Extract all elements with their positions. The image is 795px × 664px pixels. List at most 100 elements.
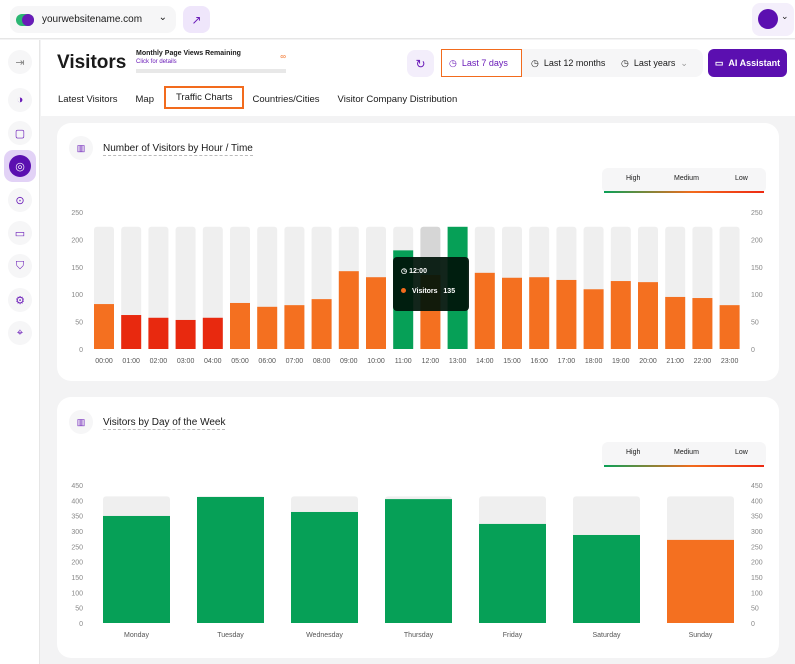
x-tick-label: 12:00 — [422, 358, 440, 365]
y-tick-label: 50 — [751, 606, 759, 613]
x-tick-label: Saturday — [592, 632, 621, 639]
shop-icon[interactable]: ▢ — [8, 121, 32, 145]
ai-assistant-button[interactable]: ▭ AI Assistant — [708, 49, 787, 77]
tab-traffic-charts[interactable]: Traffic Charts — [163, 86, 245, 109]
y-tick-label: 150 — [751, 575, 763, 582]
legend-gradient — [604, 191, 764, 193]
tab-latest-visitors[interactable]: Latest Visitors — [58, 94, 118, 105]
x-tick-label: 09:00 — [340, 358, 358, 365]
y-tick-label: 100 — [71, 292, 83, 299]
clock-icon: ◷ — [531, 57, 539, 68]
y-tick-label: 200 — [71, 560, 83, 567]
y-tick-label: 0 — [751, 621, 755, 628]
x-tick-label: Friday — [503, 632, 523, 639]
tab-countries-cities[interactable]: Countries/Cities — [252, 94, 320, 105]
y-tick-label: 450 — [751, 483, 763, 490]
x-tick-label: 08:00 — [313, 358, 331, 365]
clock-icon: ◷ — [449, 57, 457, 68]
x-tick-label: 16:00 — [530, 358, 548, 365]
quota-value: ∞ — [280, 52, 286, 61]
x-tick-label: 05:00 — [231, 358, 249, 365]
y-tick-label: 100 — [751, 292, 763, 299]
legend-low: Low — [735, 175, 748, 182]
legend-medium: Medium — [674, 449, 699, 456]
x-tick-label: 04:00 — [204, 358, 222, 365]
bar — [573, 534, 640, 623]
page-title: Visitors — [57, 52, 127, 73]
dashboard-icon[interactable]: ◑ — [8, 88, 32, 112]
clock-icon: ◷ — [401, 268, 408, 275]
tab-bar: Latest Visitors Map Traffic Charts Count… — [58, 86, 475, 111]
y-tick-label: 100 — [751, 590, 763, 597]
tab-map[interactable]: Map — [135, 94, 154, 105]
chart-icon: ▥ — [69, 136, 93, 160]
site-selector[interactable]: yourwebsitename.com ⌄ — [10, 6, 176, 33]
avatar — [758, 9, 778, 29]
bar — [665, 296, 686, 349]
site-name: yourwebsitename.com — [42, 14, 143, 25]
bar — [385, 499, 452, 623]
bar — [692, 298, 713, 349]
range-last-years[interactable]: ◷ Last years ⌄ — [621, 57, 688, 69]
x-tick-label: 22:00 — [694, 358, 712, 365]
tab-visitor-company-distribution[interactable]: Visitor Company Distribution — [337, 94, 458, 105]
chart-tooltip: ◷ 12:00 Visitors 135 — [393, 257, 469, 311]
weekday-bar-chart: 0 0 50 50 100 100 150 150 200 200 250 250 300 300 350 3… — [71, 483, 763, 639]
x-tick-label: 19:00 — [612, 358, 630, 365]
bar — [121, 315, 142, 349]
legend-medium: Medium — [674, 175, 699, 182]
range-last-7-days[interactable]: ◷ Last 7 days — [441, 49, 522, 77]
external-link-button[interactable]: ↗ — [183, 6, 210, 33]
x-tick-label: 15:00 — [503, 358, 521, 365]
gear-icon[interactable]: ⚙ — [8, 288, 32, 312]
top-bar: yourwebsitename.com ⌄ ↗ ⌄ — [0, 0, 795, 39]
x-tick-label: 13:00 — [449, 358, 467, 365]
x-tick-label: 00:00 — [95, 358, 113, 365]
bar-track — [175, 226, 196, 349]
chevron-down-icon: ⌄ — [680, 57, 688, 68]
bar — [175, 319, 196, 349]
bar — [667, 539, 734, 623]
chevron-down-icon: ⌄ — [781, 11, 789, 21]
quota-details-link[interactable]: Click for details — [136, 59, 177, 65]
x-tick-label: 03:00 — [177, 358, 195, 365]
bar — [311, 299, 332, 349]
bar — [94, 304, 114, 349]
legend-gradient — [604, 465, 764, 467]
bar — [610, 281, 631, 349]
date-range-group: ◷ Last 7 days ◷ Last 12 months ◷ Last years… — [441, 49, 703, 77]
y-tick-label: 250 — [71, 544, 83, 551]
location-icon[interactable]: ⌖ — [8, 321, 32, 345]
x-tick-label: Wednesday — [306, 632, 343, 639]
clock-icon: ◷ — [621, 57, 629, 68]
quota-widget: Monthly Page Views Remaining Click for d… — [136, 50, 286, 73]
tooltip-value: 135 — [443, 288, 456, 295]
visitors-icon[interactable]: ◎ — [4, 150, 36, 182]
bar — [583, 289, 604, 349]
chart-legend: High Medium Low — [602, 168, 766, 193]
x-tick-label: 06:00 — [258, 358, 276, 365]
refresh-button[interactable]: ↻ — [407, 50, 434, 77]
y-tick-label: 150 — [71, 575, 83, 582]
site-logo-icon — [16, 13, 34, 26]
chart-title: Visitors by Day of the Week — [103, 417, 226, 430]
bar — [556, 279, 577, 349]
tooltip-time: 12:00 — [409, 268, 427, 275]
y-tick-label: 150 — [751, 265, 763, 272]
collapse-icon[interactable]: ⇥ — [8, 50, 32, 74]
hourly-chart-card: ▥ Number of Visitors by Hour / Time High… — [57, 123, 779, 381]
range-last-12-months[interactable]: ◷ Last 12 months — [531, 57, 606, 69]
scan-icon[interactable]: ⊙ — [8, 188, 32, 212]
shield-icon[interactable]: ⛉ — [8, 254, 32, 278]
y-tick-label: 350 — [751, 514, 763, 521]
tooltip-label: Visitors — [412, 288, 438, 295]
legend-high: High — [626, 449, 641, 456]
y-tick-label: 0 — [79, 621, 83, 628]
x-tick-label: 21:00 — [666, 358, 684, 365]
chat-icon[interactable]: ▭ — [8, 221, 32, 245]
page-header: Visitors Monthly Page Views Remaining Cl… — [41, 40, 795, 116]
y-tick-label: 50 — [751, 320, 759, 327]
series-dot — [401, 288, 406, 293]
user-menu[interactable]: ⌄ — [752, 3, 794, 36]
bar — [230, 302, 250, 349]
